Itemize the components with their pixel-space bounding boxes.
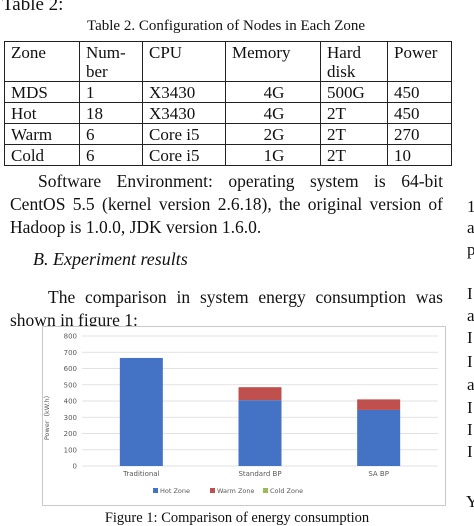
- bar-segment: [357, 399, 401, 410]
- table-label: Table 2:: [2, 0, 64, 15]
- header-zone: Zone: [4, 41, 80, 82]
- cell-number: 18: [79, 102, 143, 124]
- config-table: Zone Num-ber CPU Memory Hard disk Power M…: [4, 41, 452, 166]
- table-header-row: Zone Num-ber CPU Memory Hard disk Power: [4, 41, 452, 82]
- cell-cpu: X3430: [142, 81, 226, 103]
- legend-swatch: [263, 488, 268, 493]
- y-tick-label: 400: [64, 398, 77, 406]
- right-column-fragment: I: [467, 442, 473, 461]
- y-tick-label: 600: [64, 365, 77, 373]
- x-tick-label: Standard BP: [238, 470, 281, 478]
- cell-zone: Cold: [4, 144, 80, 166]
- y-tick-label: 800: [64, 333, 77, 341]
- cell-power: 450: [387, 81, 452, 103]
- right-column-fragment: Y: [466, 492, 474, 511]
- cell-power: 450: [387, 102, 452, 124]
- header-power: Power: [387, 41, 452, 82]
- bar-segment: [238, 400, 282, 466]
- comparison-paragraph: The comparison in system energy consumpt…: [10, 287, 443, 330]
- right-column-fragment: I: [467, 328, 473, 347]
- right-column-fragment: p: [467, 240, 474, 259]
- y-tick-label: 500: [64, 381, 77, 389]
- energy-consumption-chart: 0 100 200 300 400 500 600 700 800 Traditional Stan…: [42, 326, 446, 506]
- right-column-fragment: a: [467, 375, 474, 394]
- cell-number: 1: [79, 81, 143, 103]
- right-column-fragment: I: [467, 284, 473, 303]
- cell-memory: 4G: [225, 81, 321, 103]
- bar-segment: [238, 387, 282, 401]
- cell-hard-disk: 2T: [320, 144, 388, 166]
- table-caption: Table 2. Configuration of Nodes in Each …: [86, 18, 366, 34]
- legend-label: Warm Zone: [217, 487, 255, 495]
- header-hard-disk: Hard disk: [320, 41, 388, 82]
- cell-power: 10: [387, 144, 452, 166]
- header-number: Num-ber: [79, 41, 143, 82]
- table-row: MDS 1 X3430 4G 500G 450: [4, 81, 452, 103]
- table-row: Warm 6 Core i5 2G 2T 270: [4, 123, 452, 145]
- cell-zone: Warm: [4, 123, 80, 145]
- y-axis-label: Power（kW.h）: [43, 392, 51, 440]
- cell-zone: Hot: [4, 102, 80, 124]
- software-environment-paragraph: Software Environment: operating system i…: [10, 171, 443, 237]
- section-heading: B. Experiment results: [33, 249, 188, 269]
- right-column-fragment: I: [467, 352, 473, 371]
- cell-power: 270: [387, 123, 452, 145]
- cell-hard-disk: 500G: [320, 81, 388, 103]
- right-column-fragment: a: [467, 306, 474, 325]
- y-tick-label: 0: [73, 463, 77, 471]
- right-column-fragment: 1: [467, 197, 474, 216]
- table-row: Hot 18 X3430 4G 2T 450: [4, 102, 452, 124]
- header-cpu: CPU: [142, 41, 226, 82]
- bar-segment: [119, 357, 163, 466]
- x-tick-label: SA BP: [368, 470, 389, 478]
- legend-label: Cold Zone: [270, 487, 303, 495]
- cell-memory: 2G: [225, 123, 321, 145]
- y-tick-label: 300: [64, 414, 77, 422]
- cell-memory: 4G: [225, 102, 321, 124]
- cell-cpu: Core i5: [142, 123, 226, 145]
- cell-memory: 1G: [225, 144, 321, 166]
- cell-cpu: X3430: [142, 102, 226, 124]
- y-tick-label: 100: [64, 446, 77, 454]
- right-column-fragment: I: [467, 420, 473, 439]
- right-column-fragment: I: [467, 398, 473, 417]
- y-tick-label: 700: [64, 349, 77, 357]
- cell-cpu: Core i5: [142, 144, 226, 166]
- legend-swatch: [153, 488, 158, 493]
- x-tick-label: Traditional: [122, 470, 160, 478]
- bar-segment: [357, 409, 401, 466]
- cell-zone: MDS: [4, 81, 80, 103]
- header-memory: Memory: [225, 41, 321, 82]
- legend-swatch: [210, 488, 215, 493]
- cell-hard-disk: 2T: [320, 123, 388, 145]
- cell-hard-disk: 2T: [320, 102, 388, 124]
- right-column-fragment: a: [467, 218, 474, 237]
- y-tick-label: 200: [64, 430, 77, 438]
- cell-number: 6: [79, 144, 143, 166]
- legend-label: Hot Zone: [160, 487, 190, 495]
- cell-number: 6: [79, 123, 143, 145]
- table-row: Cold 6 Core i5 1G 2T 10: [4, 144, 452, 166]
- figure-caption: Figure 1: Comparison of energy consumpti…: [104, 510, 370, 526]
